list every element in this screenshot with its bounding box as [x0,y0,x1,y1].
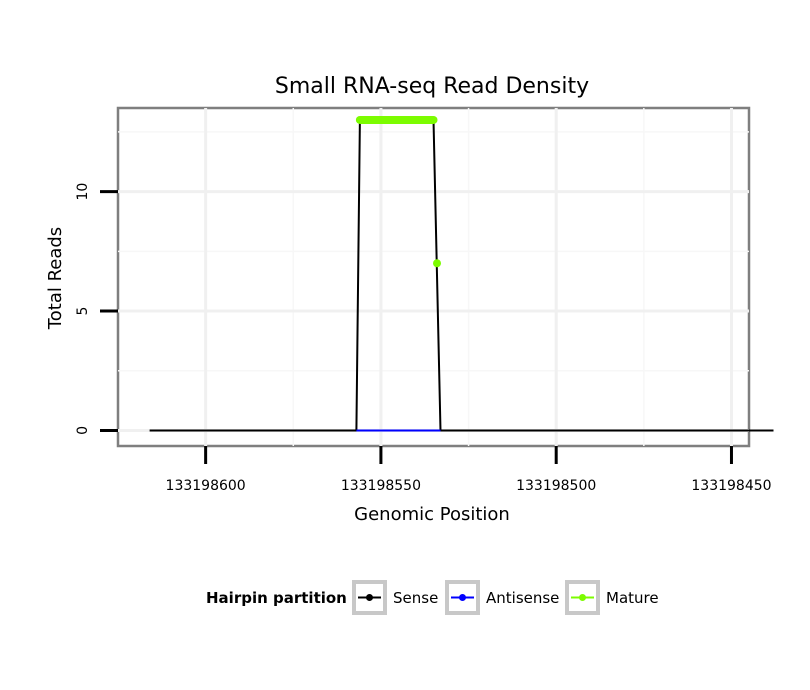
legend-entry-sense: Sense [352,580,438,615]
legend: Hairpin partition Sense Antisense Mature [206,580,659,615]
y-axis: 0 5 10 [75,183,118,435]
legend-key-point [459,594,466,601]
x-tick-label: 133198550 [341,478,421,494]
x-tick-label: 133198500 [516,478,596,494]
series-mature [355,115,442,268]
x-tick-label: 133198600 [166,478,246,494]
legend-label: Mature [606,589,659,607]
x-axis-label: Genomic Position [354,504,510,525]
y-axis-label: Total Reads [45,227,66,330]
legend-entry-mature: Mature [565,580,659,615]
x-axis: 133198600 133198550 133198500 133198450 [166,446,772,494]
data-point [433,259,442,268]
legend-key-point [579,594,586,601]
x-tick-label: 133198450 [691,478,771,494]
legend-entry-antisense: Antisense [445,580,559,615]
chart-title: Small RNA-seq Read Density [275,74,589,99]
series-layer [149,115,774,432]
y-tick-label: 0 [75,426,91,435]
legend-label: Antisense [486,589,559,607]
legend-label: Sense [393,589,438,607]
legend-title: Hairpin partition [206,589,347,607]
legend-key-point [366,594,373,601]
y-tick-label: 5 [75,307,91,316]
y-tick-label: 10 [75,183,91,201]
